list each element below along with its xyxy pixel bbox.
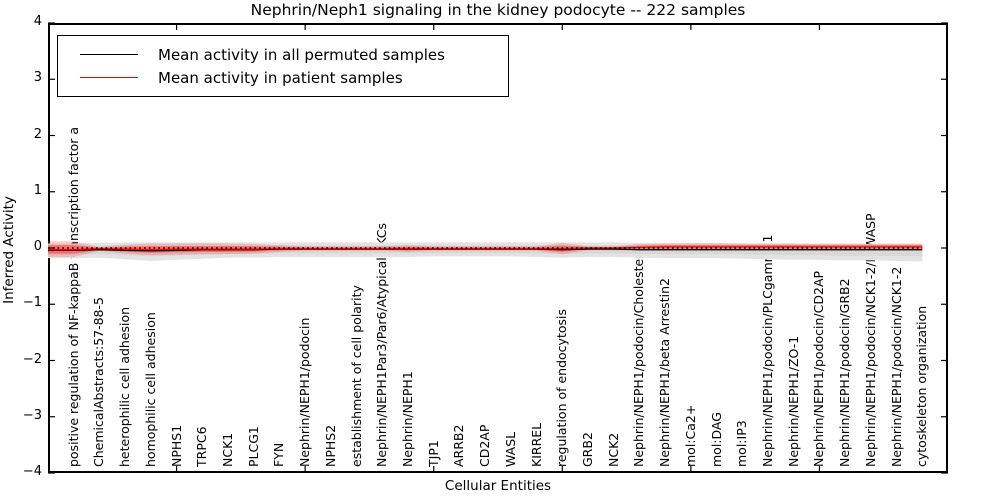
y-tick-label: 0 bbox=[33, 239, 42, 254]
legend-label-permuted: Mean activity in all permuted samples bbox=[158, 45, 445, 64]
legend-label-patient: Mean activity in patient samples bbox=[158, 68, 403, 87]
permuted-line-swatch-icon bbox=[80, 54, 138, 55]
y-tick-label: 4 bbox=[33, 14, 42, 29]
patient-line-swatch-icon bbox=[80, 77, 138, 78]
x-axis-label: Cellular Entities bbox=[444, 478, 552, 494]
y-tick-label: 3 bbox=[33, 70, 42, 86]
legend-item-permuted: Mean activity in all permuted samples bbox=[58, 46, 508, 64]
y-tick-label: −4 bbox=[22, 464, 42, 479]
y-tick-label: −1 bbox=[22, 295, 42, 311]
y-tick-label: −3 bbox=[22, 407, 42, 423]
y-tick-label: 2 bbox=[33, 126, 42, 142]
y-tick-label: 1 bbox=[33, 182, 42, 198]
y-tick-label: −2 bbox=[22, 351, 42, 367]
chart-title: Nephrin/Neph1 signaling in the kidney po… bbox=[250, 1, 746, 19]
legend-item-patient: Mean activity in patient samples bbox=[58, 69, 508, 87]
legend: Mean activity in all permuted samples Me… bbox=[57, 35, 509, 97]
permuted-std-band-inner bbox=[48, 245, 923, 257]
